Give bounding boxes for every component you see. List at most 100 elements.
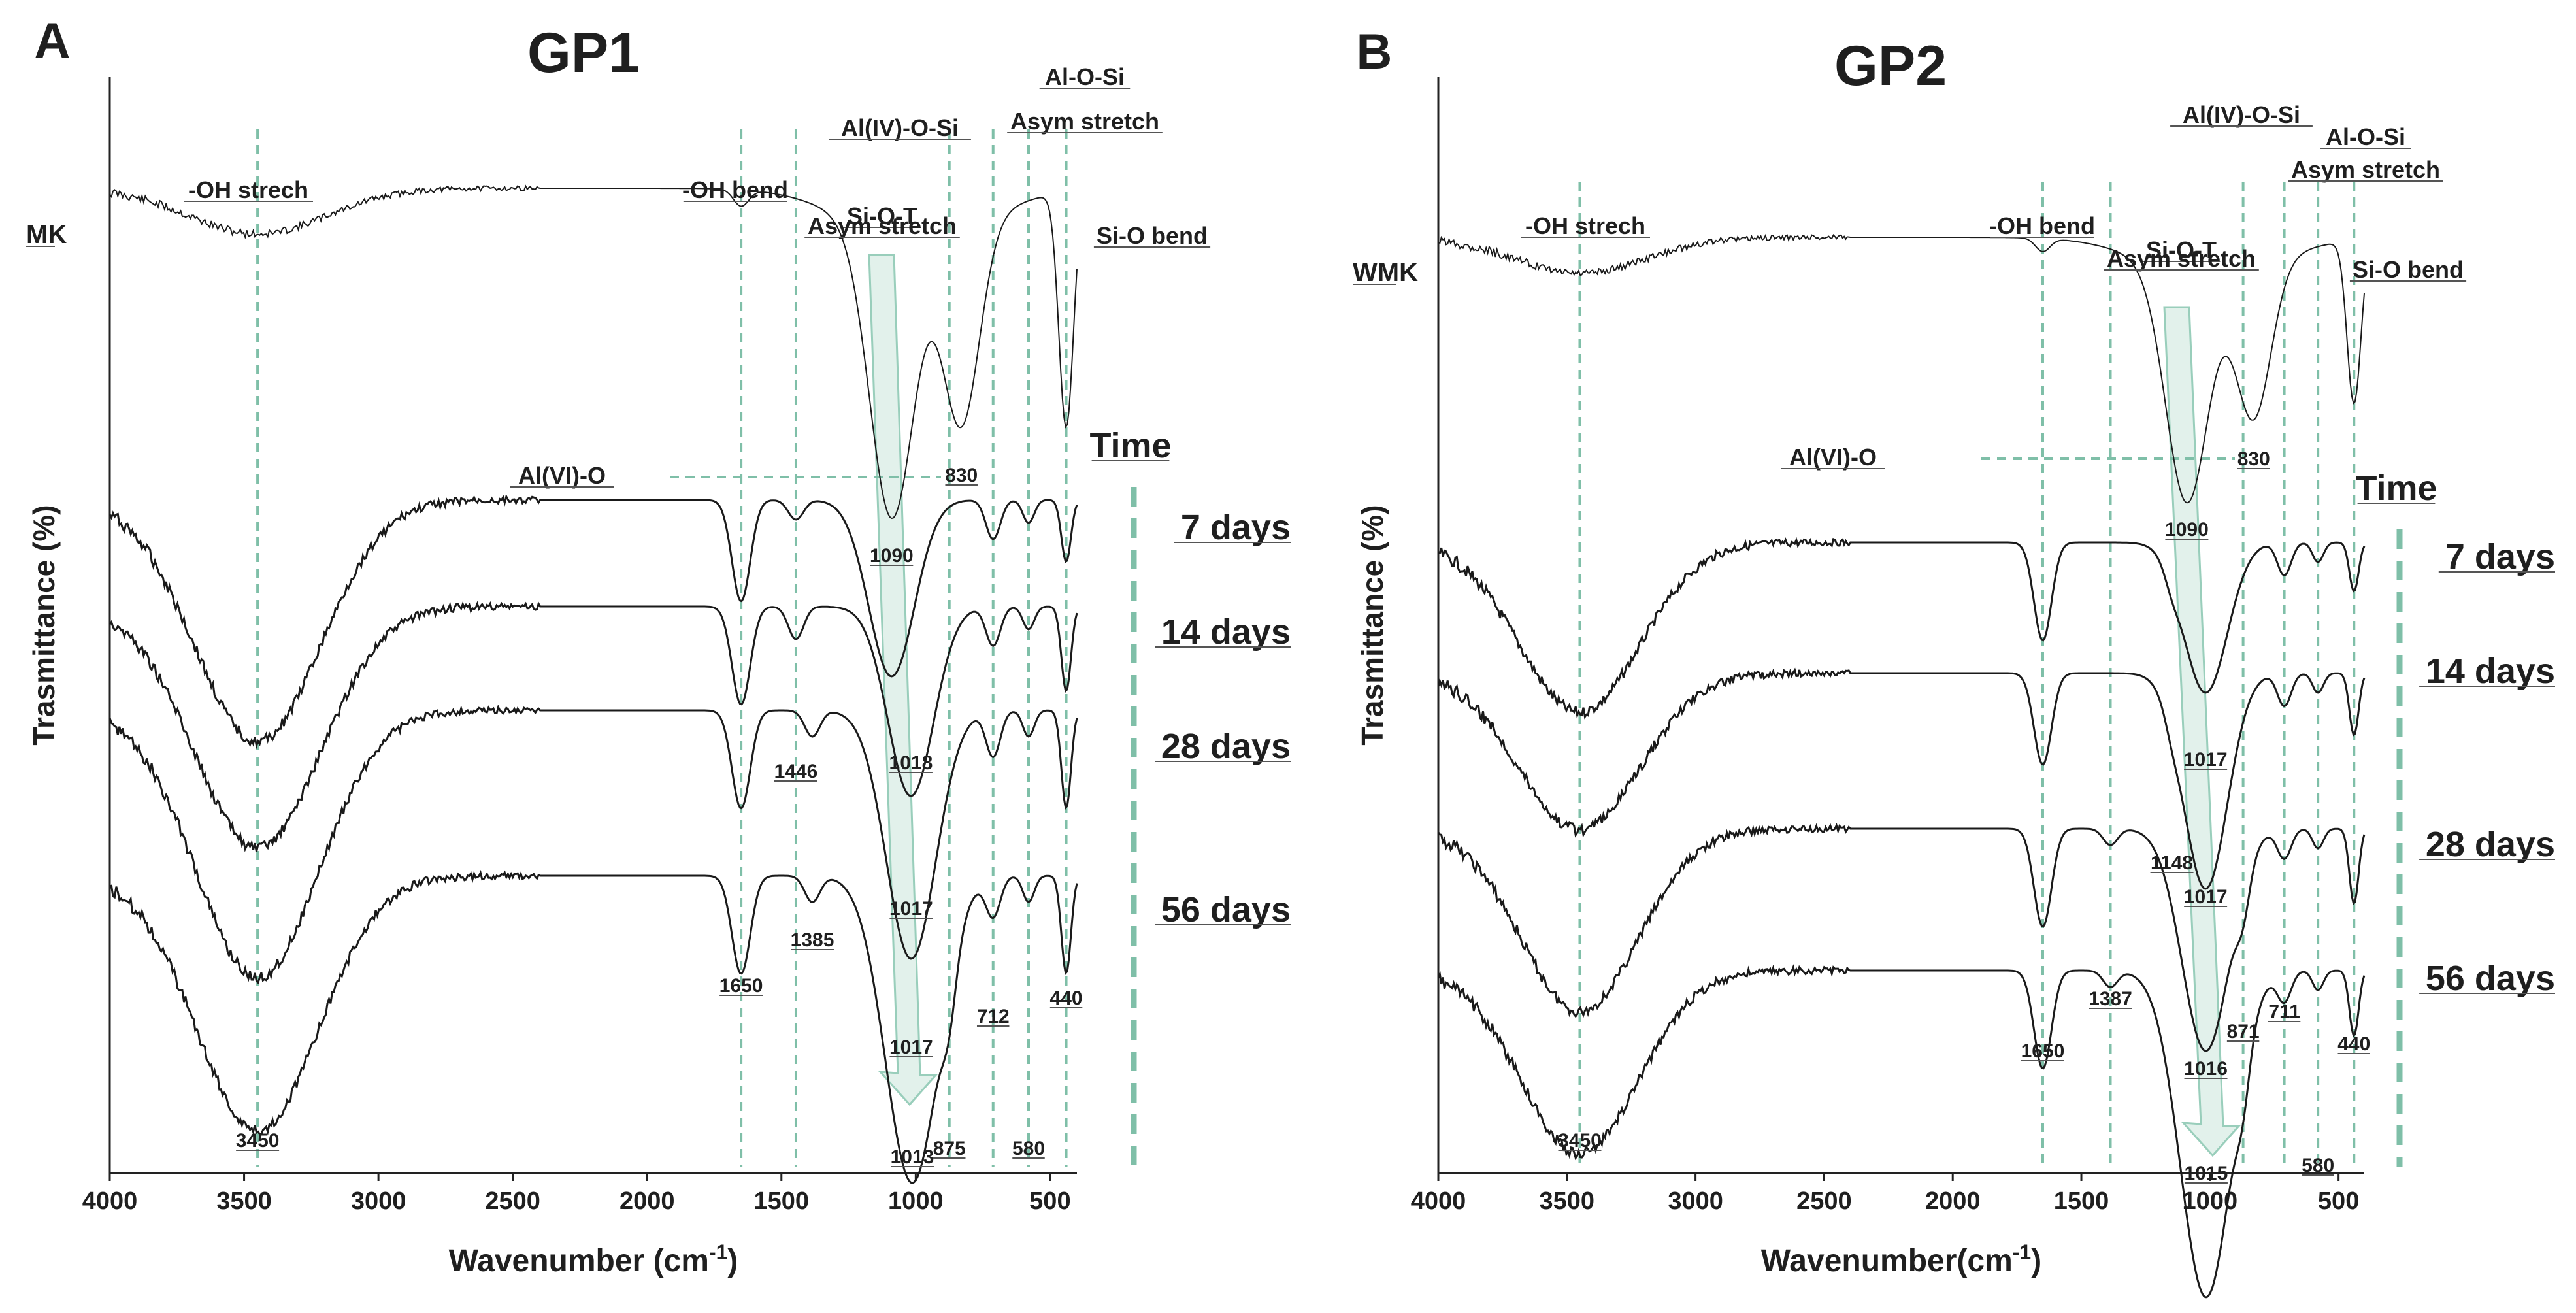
peak-value-label: 712 [977, 1006, 1010, 1027]
reference-spectrum-curve [1438, 233, 2365, 504]
peak-value-label: 1017 [2184, 749, 2228, 771]
peak-value-label: 3450 [236, 1130, 280, 1152]
spectrum-curve [1437, 964, 2366, 1299]
time-label: Time [2355, 469, 2437, 508]
spectrum-curve [1438, 537, 2366, 720]
x-tick-label: 1500 [2054, 1188, 2109, 1215]
band-label: Al-O-Si [1045, 63, 1125, 90]
band-label: -OH strech [1525, 212, 1645, 239]
x-axis-label-end: ) [2031, 1244, 2041, 1278]
peak-value-label: 1013 [891, 1146, 934, 1168]
series-label: 56 days [2426, 959, 2555, 998]
x-tick-label: 2000 [1925, 1188, 1981, 1215]
peak-value-label: 1650 [719, 975, 763, 997]
band-label: Si-O bend [2353, 256, 2464, 283]
x-tick-label: 1500 [754, 1188, 810, 1215]
peak-value-label: 3450 [1558, 1130, 1602, 1152]
series-label: 56 days [1161, 890, 1291, 929]
peak-value-label: 580 [1012, 1138, 1045, 1159]
x-tick-label: 4000 [1411, 1188, 1466, 1215]
band-label: Asym stretch [1010, 108, 1159, 135]
peak-value-label: 1017 [2184, 886, 2228, 908]
x-tick-label: 3000 [1668, 1188, 1723, 1215]
peak-value-label: 1017 [889, 1037, 933, 1058]
band-label: Asym stretch [2107, 245, 2256, 272]
band-label: Al-O-Si [2326, 124, 2405, 150]
peak-value-label: 1387 [2089, 988, 2132, 1010]
peak-value-label: 580 [2302, 1155, 2334, 1176]
series-label: 7 days [2445, 537, 2555, 576]
x-axis-label-end: ) [727, 1244, 738, 1278]
peak-value-label: 1017 [889, 898, 933, 920]
spectrum-curve [108, 704, 1078, 985]
panel-letter: A [35, 13, 71, 69]
peak-value-label: 871 [2227, 1021, 2260, 1042]
band-label: Al(VI)-O [518, 462, 606, 489]
panel-title: GP1 [527, 22, 640, 84]
x-tick-label: 3500 [216, 1188, 272, 1215]
peak-value-label: 830 [945, 465, 978, 486]
band-label: Si-O-T [2146, 237, 2217, 263]
x-tick-label: 1000 [888, 1188, 944, 1215]
x-tick-label: 500 [1029, 1188, 1070, 1215]
time-label: Time [1089, 426, 1171, 465]
y-axis-label: Trasmittance (%) [1355, 505, 1389, 745]
peak-value-label: 1650 [2021, 1040, 2065, 1062]
peak-value-label: 1446 [774, 761, 818, 782]
peak-value-label: 1015 [2185, 1163, 2228, 1184]
x-tick-label: 4000 [82, 1188, 138, 1215]
spectrum-curve [1437, 822, 2366, 1052]
x-axis-label-sup: -1 [709, 1240, 727, 1264]
band-label: Al(VI)-O [1789, 444, 1877, 471]
panel-title: GP2 [1834, 35, 1947, 97]
band-label: Al(IV)-O-Si [841, 114, 959, 141]
band-label: Si-O-T [847, 203, 917, 229]
series-label: 28 days [2426, 825, 2555, 864]
x-axis-label-sup: -1 [2013, 1240, 2031, 1264]
peak-value-label: 875 [933, 1138, 966, 1159]
peak-value-label: 1090 [2165, 519, 2209, 540]
reference-spectrum-curve [109, 184, 1078, 520]
series-label: 14 days [1161, 612, 1291, 652]
x-tick-label: 500 [2318, 1188, 2359, 1215]
peak-value-label: 1385 [791, 929, 834, 951]
shift-arrow-shape [2163, 306, 2241, 1157]
spectrum-curve [1437, 667, 2366, 890]
peak-value-label: 440 [1050, 988, 1083, 1009]
band-label: Asym stretch [2291, 156, 2440, 183]
x-axis-label: Wavenumber(cm-1) [1761, 1240, 2041, 1278]
series-label: 14 days [2426, 652, 2555, 691]
band-label: -OH bend [682, 176, 788, 203]
x-tick-label: 2000 [619, 1188, 675, 1215]
x-axis-label: Wavenumber (cm-1) [449, 1240, 738, 1278]
y-axis-label: Trasmittance (%) [27, 505, 61, 745]
x-tick-label: 3500 [1540, 1188, 1595, 1215]
band-label: -OH strech [188, 176, 308, 203]
peak-value-label: 1018 [889, 752, 933, 774]
band-label: Al(IV)-O-Si [2183, 101, 2300, 128]
peak-value-label: 440 [2337, 1033, 2370, 1055]
series-label: 28 days [1161, 727, 1291, 766]
peak-value-label: 1148 [2151, 852, 2193, 874]
spectrum-curve [108, 493, 1078, 750]
spectrum-curve [109, 869, 1078, 1184]
band-label: Asym stretch [808, 212, 957, 239]
band-label: Si-O bend [1097, 222, 1208, 249]
peak-value-label: 830 [2237, 448, 2270, 470]
spectrum-curve [108, 601, 1078, 852]
reference-label: MK [26, 220, 67, 249]
peak-value-label: 711 [2268, 1001, 2300, 1023]
panel-gp1: A GP1 4000 3500 3000 2500 2000 1500 1000 500 Waven… [26, 13, 1291, 1278]
panel-letter: B [1357, 24, 1393, 80]
peak-value-label: 1090 [870, 545, 914, 567]
reference-label: WMK [1353, 258, 1418, 287]
x-tick-label: 2500 [485, 1188, 540, 1215]
x-tick-label: 3000 [351, 1188, 406, 1215]
band-label: -OH bend [1989, 212, 2095, 239]
shift-arrow-shape [868, 254, 938, 1106]
series-label: 7 days [1181, 508, 1291, 547]
x-tick-label: 2500 [1796, 1188, 1852, 1215]
peak-value-label: 1016 [2184, 1058, 2228, 1080]
